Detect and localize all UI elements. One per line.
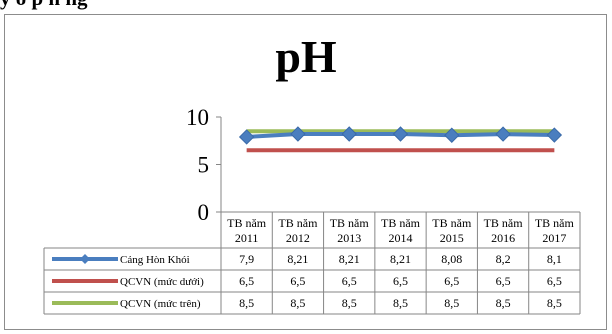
data-cell: 8,08 [441, 252, 462, 266]
chart-frame [4, 14, 607, 330]
data-cell: 7,9 [239, 252, 254, 266]
y-tick-label: 10 [186, 105, 209, 130]
category-label: TB năm [227, 216, 267, 230]
legend-key-marker [80, 254, 90, 264]
category-label: TB năm [484, 216, 524, 230]
legend-label: QCVN (mức trên) [120, 298, 201, 310]
data-cell: 8,5 [496, 296, 511, 310]
legend-label: Cảng Hòn Khói [120, 254, 190, 266]
data-cell: 8,5 [342, 296, 357, 310]
series-marker [495, 126, 511, 142]
chart-title: pH [275, 31, 337, 82]
top-caption: y ô p n ng [0, 0, 88, 11]
category-label: 2011 [235, 231, 259, 245]
category-label: TB năm [535, 216, 575, 230]
category-label: 2012 [286, 231, 310, 245]
data-cell: 6,5 [239, 274, 254, 288]
data-cell: 8,2 [496, 252, 511, 266]
category-label: 2013 [337, 231, 361, 245]
data-cell: 6,5 [496, 274, 511, 288]
category-label: 2017 [542, 231, 566, 245]
series-marker [546, 127, 563, 143]
data-cell: 6,5 [342, 274, 357, 288]
series-marker [444, 127, 460, 143]
data-cell: 8,21 [287, 252, 308, 266]
series-marker [392, 126, 409, 142]
series-marker [290, 126, 306, 142]
series-marker [238, 129, 255, 145]
data-cell: 6,5 [444, 274, 459, 288]
category-label: TB năm [381, 216, 421, 230]
series-marker [341, 126, 357, 142]
category-label: 2015 [440, 231, 464, 245]
data-cell: 8,5 [444, 296, 459, 310]
category-label: 2014 [389, 231, 413, 245]
data-cell: 8,5 [547, 296, 562, 310]
data-cell: 8,5 [239, 296, 254, 310]
y-tick-label: 0 [198, 200, 210, 225]
category-label: TB năm [330, 216, 370, 230]
data-cell: 8,5 [290, 296, 305, 310]
data-cell: 8,21 [390, 252, 411, 266]
legend-label: QCVN (mức dưới) [120, 276, 204, 288]
data-cell: 6,5 [547, 274, 562, 288]
data-cell: 8,1 [547, 252, 562, 266]
data-cell: 8,21 [339, 252, 360, 266]
data-cell: 6,5 [393, 274, 408, 288]
category-label: 2016 [491, 231, 515, 245]
data-cell: 6,5 [290, 274, 305, 288]
category-label: TB năm [278, 216, 318, 230]
category-label: TB năm [432, 216, 472, 230]
data-cell: 8,5 [393, 296, 408, 310]
y-tick-label: 5 [198, 153, 210, 178]
